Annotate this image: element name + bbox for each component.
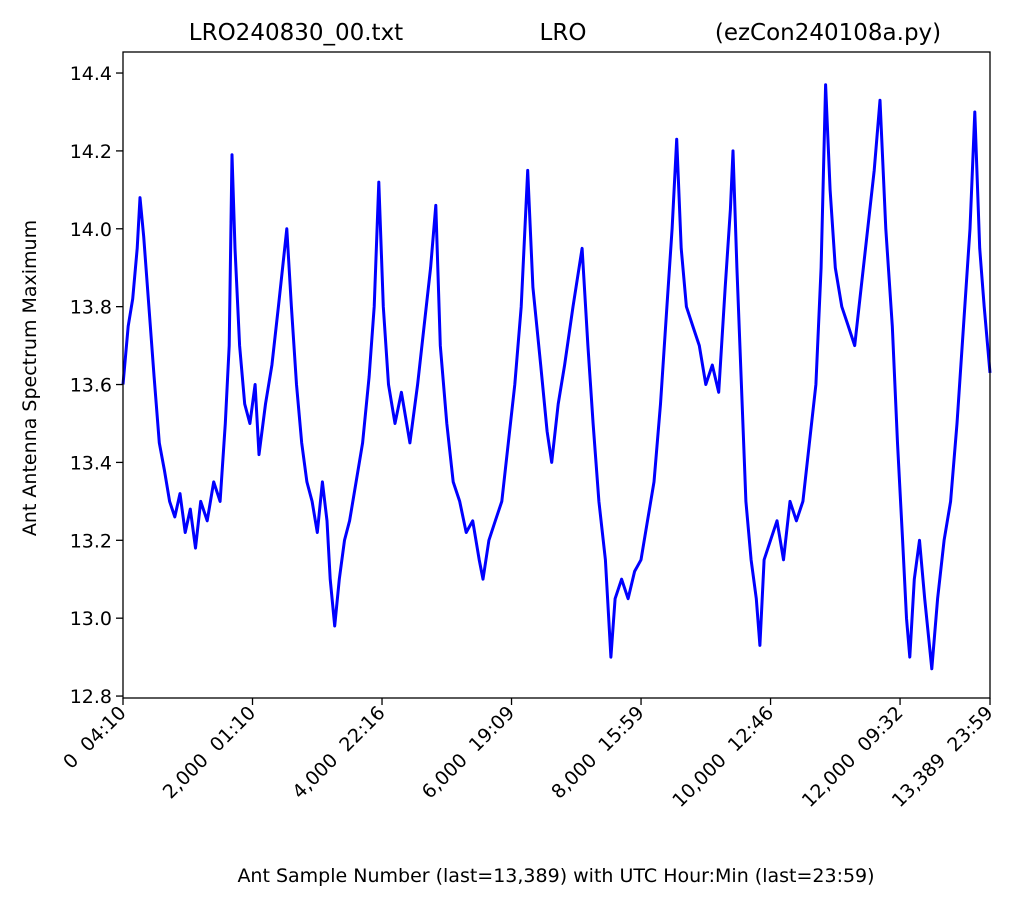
y-tick-label: 13.6 [70, 375, 112, 397]
y-tick-label: 14.2 [70, 141, 112, 163]
y-tick-label: 14.0 [70, 219, 112, 241]
chart-title: (ezCon240108a.py) [715, 20, 941, 46]
chart-title: LRO240830_00.txt [189, 20, 403, 46]
x-tick-label: 6,000 19:09 [418, 702, 519, 803]
x-tick-label: 8,000 15:59 [547, 702, 648, 803]
x-tick-label: 4,000 22:16 [288, 702, 389, 803]
x-tick-label: 0 04:10 [59, 702, 130, 773]
data-line [121, 83, 992, 671]
y-axis-label: Ant Antenna Spectrum Maximum [19, 220, 41, 536]
x-tick-label: 10,000 12:46 [668, 702, 778, 812]
x-tick-label: 2,000 01:10 [159, 702, 260, 803]
y-tick-label: 13.8 [70, 297, 112, 319]
y-tick-label: 13.2 [70, 530, 112, 552]
y-tick-label: 14.4 [70, 63, 112, 85]
x-axis-label: Ant Sample Number (last=13,389) with UTC… [237, 865, 874, 887]
y-tick-label: 13.4 [70, 452, 112, 474]
plot-frame [122, 51, 991, 699]
y-tick-label: 12.8 [70, 686, 112, 708]
chart-title: LRO [540, 20, 587, 46]
y-tick-label: 13.0 [70, 608, 112, 630]
